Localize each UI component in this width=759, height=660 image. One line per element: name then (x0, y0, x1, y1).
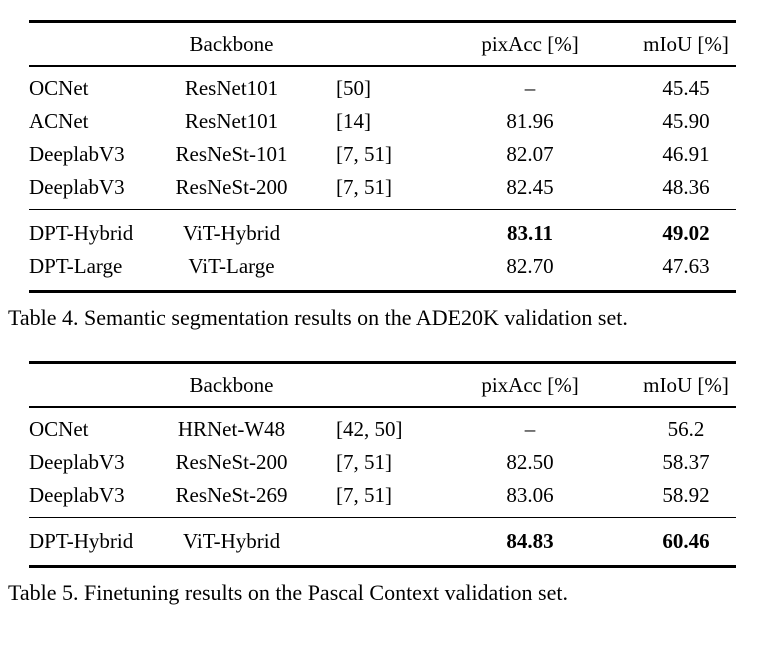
table-4-header-rule (29, 65, 736, 67)
method-cell: DeeplabV3 (29, 482, 125, 507)
header-miou: mIoU [%] (643, 373, 729, 398)
miou-cell: 45.90 (662, 108, 710, 133)
miou-cell: 60.46 (662, 529, 710, 554)
method-cell: ACNet (29, 108, 89, 133)
miou-cell: 46.91 (662, 141, 710, 166)
header-miou: mIoU [%] (643, 32, 729, 56)
table-5-header-row: Backbone pixAcc [%] mIoU [%] (29, 364, 736, 406)
table-5-bottom-rule (29, 565, 736, 569)
backbone-cell: ResNet101 (184, 75, 279, 100)
backbone-cell: ResNeSt-200 (175, 449, 288, 474)
citation-cell: [7, 51] (336, 449, 392, 474)
pixacc-cell: 83.11 (506, 221, 554, 246)
header-backbone: Backbone (189, 373, 274, 398)
citation-cell: [50] (336, 75, 371, 100)
method-cell: DPT-Large (29, 254, 123, 279)
method-cell: OCNet (29, 416, 89, 441)
miou-cell: 49.02 (662, 221, 710, 246)
citation-cell: [7, 51] (336, 141, 392, 166)
backbone-cell: HRNet-W48 (177, 416, 286, 441)
table-4-caption: Table 4. Semantic segmentation results o… (8, 305, 628, 331)
backbone-cell: ViT-Hybrid (182, 221, 281, 246)
pixacc-cell: – (524, 75, 536, 100)
table-4-dpt-group: DPT-Hybrid ViT-Hybrid 83.11 49.02 DPT-La… (29, 210, 736, 290)
table-row: OCNet ResNet101 [50] – 45.45 (29, 72, 736, 105)
backbone-cell: ResNeSt-101 (175, 141, 288, 166)
table-5-section: Backbone pixAcc [%] mIoU [%] OCNet HRNet… (8, 361, 751, 609)
backbone-cell: ViT-Large (188, 254, 275, 279)
table-5-header-rule (29, 406, 736, 408)
miou-cell: 58.92 (662, 482, 710, 507)
table-5-mid-rule (29, 516, 736, 519)
table-5-baselines-group: OCNet HRNet-W48 [42, 50] – 56.2 DeeplabV… (29, 408, 736, 517)
table-row: DPT-Hybrid ViT-Hybrid 84.83 60.46 (29, 525, 736, 558)
pixacc-cell: 82.70 (506, 254, 554, 279)
table-4-top-rule (29, 20, 736, 23)
backbone-cell: ResNet101 (184, 108, 279, 133)
table-row: OCNet HRNet-W48 [42, 50] – 56.2 (29, 413, 736, 446)
method-cell: DeeplabV3 (29, 174, 125, 199)
citation-cell: [7, 51] (336, 174, 392, 199)
table-5-caption: Table 5. Finetuning results on the Pasca… (8, 580, 568, 606)
table-5: Backbone pixAcc [%] mIoU [%] OCNet HRNet… (29, 361, 736, 569)
method-cell: DPT-Hybrid (29, 221, 134, 246)
header-pixacc: pixAcc [%] (481, 373, 579, 398)
miou-cell: 58.37 (662, 449, 710, 474)
miou-cell: 45.45 (662, 75, 710, 100)
table-row: DeeplabV3 ResNeSt-269 [7, 51] 83.06 58.9… (29, 479, 736, 512)
table-row: DeeplabV3 ResNeSt-200 [7, 51] 82.50 58.3… (29, 446, 736, 479)
table-5-dpt-group: DPT-Hybrid ViT-Hybrid 84.83 60.46 (29, 518, 736, 565)
table-row: DPT-Large ViT-Large 82.70 47.63 (29, 250, 736, 283)
method-cell: DPT-Hybrid (29, 529, 134, 554)
table-row: DeeplabV3 ResNeSt-200 [7, 51] 82.45 48.3… (29, 171, 736, 204)
pixacc-cell: – (524, 416, 536, 441)
pixacc-cell: 82.45 (506, 174, 554, 199)
table-4-mid-rule (29, 208, 736, 211)
table-4-header-row: Backbone pixAcc [%] mIoU [%] (29, 23, 736, 65)
method-cell: DeeplabV3 (29, 141, 125, 166)
table-4: Backbone pixAcc [%] mIoU [%] OCNet ResNe… (29, 20, 736, 294)
method-cell: OCNet (29, 75, 89, 100)
pixacc-cell: 83.06 (506, 482, 554, 507)
citation-cell: [14] (336, 108, 371, 133)
pixacc-cell: 84.83 (506, 529, 554, 554)
table-4-bottom-rule (29, 290, 736, 294)
backbone-cell: ResNeSt-269 (175, 482, 288, 507)
miou-cell: 56.2 (667, 416, 705, 441)
table-5-top-rule (29, 361, 736, 365)
pixacc-cell: 82.07 (506, 141, 554, 166)
table-row: DeeplabV3 ResNeSt-101 [7, 51] 82.07 46.9… (29, 138, 736, 171)
citation-cell: [42, 50] (336, 416, 403, 441)
table-row: DPT-Hybrid ViT-Hybrid 83.11 49.02 (29, 217, 736, 250)
header-pixacc: pixAcc [%] (481, 32, 579, 56)
backbone-cell: ViT-Hybrid (182, 529, 281, 554)
miou-cell: 48.36 (662, 174, 710, 199)
table-row: ACNet ResNet101 [14] 81.96 45.90 (29, 105, 736, 138)
pixacc-cell: 81.96 (506, 108, 554, 133)
miou-cell: 47.63 (662, 254, 710, 279)
backbone-cell: ResNeSt-200 (175, 174, 288, 199)
method-cell: DeeplabV3 (29, 449, 125, 474)
citation-cell: [7, 51] (336, 482, 392, 507)
pixacc-cell: 82.50 (506, 449, 554, 474)
table-4-baselines-group: OCNet ResNet101 [50] – 45.45 ACNet ResNe… (29, 67, 736, 209)
table-4-section: Backbone pixAcc [%] mIoU [%] OCNet ResNe… (8, 20, 751, 334)
header-backbone: Backbone (189, 32, 274, 56)
